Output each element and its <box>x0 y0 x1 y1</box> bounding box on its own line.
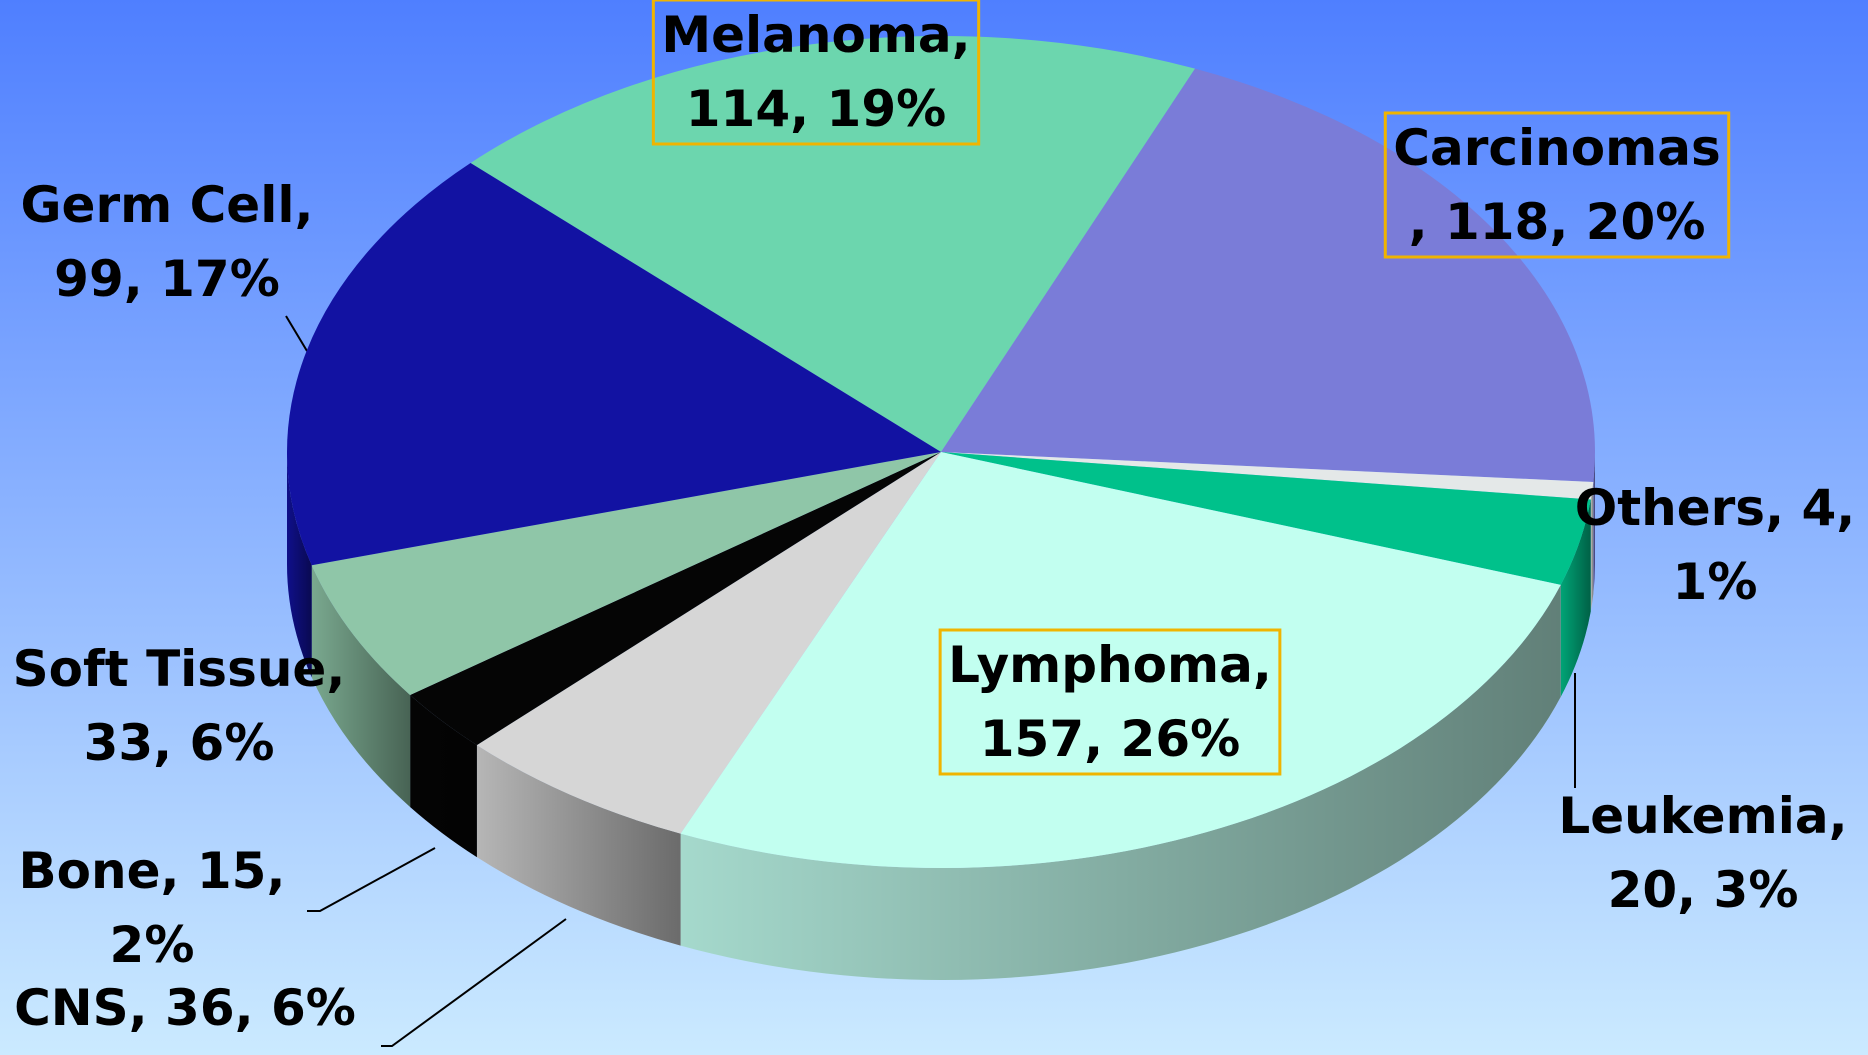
data-label-text: Leukemia, 20, 3% <box>1558 787 1847 919</box>
highlight-box <box>651 0 981 146</box>
pie-sides <box>287 452 1595 980</box>
data-label-line: 99, 17% <box>54 250 280 308</box>
leader-line <box>285 315 308 352</box>
slice-side-shade <box>680 584 1561 980</box>
data-label: Bone, 15, 2% <box>19 842 286 974</box>
data-label-text: Carcinomas , 118, 20% <box>1393 119 1720 251</box>
data-label: Leukemia, 20, 3% <box>1558 787 1847 919</box>
data-label-text: Soft Tissue, 33, 6% <box>13 640 346 772</box>
data-label-line: , 118, 20% <box>1409 193 1706 251</box>
slice <box>410 452 942 746</box>
data-label-line: 157, 26% <box>980 710 1240 768</box>
data-label-line: Others, 4, <box>1575 479 1856 537</box>
highlight-box <box>938 628 1282 776</box>
data-label-line: Lymphoma, <box>948 636 1272 694</box>
data-label-line: 114, 19% <box>686 80 946 138</box>
data-label: CNS, 36, 6% <box>14 979 356 1037</box>
slice <box>287 163 941 566</box>
slice <box>470 35 1196 452</box>
data-label-line: 1% <box>1673 553 1758 611</box>
data-label-text: Melanoma, 114, 19% <box>661 6 970 138</box>
data-label: Soft Tissue, 33, 6% <box>13 640 346 772</box>
data-label-text: Lymphoma, 157, 26% <box>948 636 1272 768</box>
slice-side-shade <box>1560 499 1591 697</box>
slice <box>680 452 1561 868</box>
slice <box>941 452 1594 500</box>
slice-side-shade <box>1593 452 1595 594</box>
slice <box>941 452 1591 585</box>
data-label: Carcinomas , 118, 20% <box>1383 111 1731 259</box>
data-label-line: 33, 6% <box>84 714 275 772</box>
data-label: Germ Cell, 99, 17% <box>21 176 314 308</box>
data-label-line: Melanoma, <box>661 6 970 64</box>
data-label-text: CNS, 36, 6% <box>14 979 356 1037</box>
pie-tops <box>287 35 1595 868</box>
data-label: Others, 4, 1% <box>1575 479 1856 611</box>
slice <box>311 452 941 695</box>
data-label: Lymphoma, 157, 26% <box>938 628 1282 776</box>
data-label-line: 20, 3% <box>1608 861 1799 919</box>
slice <box>476 452 941 834</box>
slice-side-shade <box>311 565 411 807</box>
data-label-line: Soft Tissue, <box>13 640 346 698</box>
data-label-line: 2% <box>110 916 195 974</box>
leader-lines <box>285 315 1576 1047</box>
data-label: Melanoma, 114, 19% <box>651 0 981 146</box>
leader-line <box>307 847 436 912</box>
slice-side-shade <box>476 745 681 946</box>
slice-side-shade <box>410 694 477 858</box>
data-label-line: Carcinomas <box>1393 119 1720 177</box>
data-label-line: Bone, 15, <box>19 842 286 900</box>
data-label-line: CNS, 36, 6% <box>14 979 356 1037</box>
slice-side-shade <box>287 452 312 678</box>
data-label-line: Leukemia, <box>1558 787 1847 845</box>
data-label-text: Bone, 15, 2% <box>19 842 286 974</box>
slice <box>941 68 1595 482</box>
data-label-line: Germ Cell, <box>21 176 314 234</box>
slice-side-shade <box>1590 481 1594 612</box>
highlight-box <box>1383 111 1731 259</box>
data-label-text: Germ Cell, 99, 17% <box>21 176 314 308</box>
leader-line <box>381 918 567 1047</box>
data-label-text: Others, 4, 1% <box>1575 479 1856 611</box>
